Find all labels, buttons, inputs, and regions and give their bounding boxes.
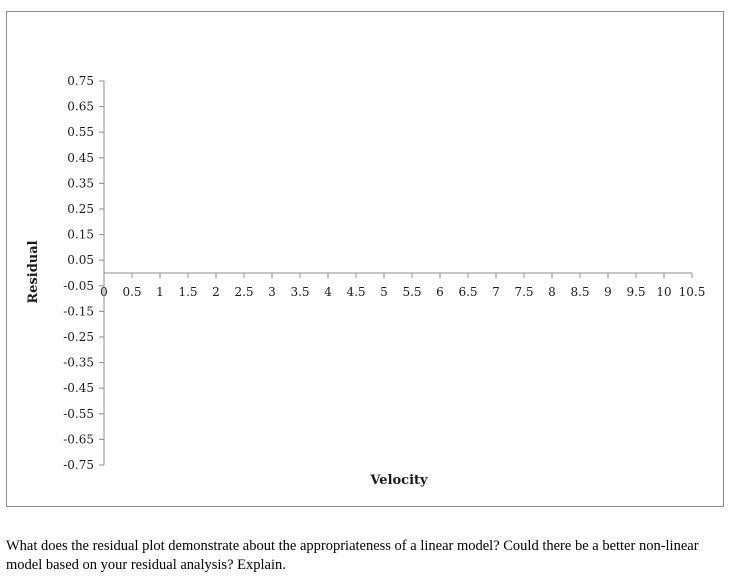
y-tick-label: 0.75 [67,74,94,88]
y-tick-label: 0.15 [67,228,94,242]
x-axis-title: Velocity [369,473,428,488]
x-tick-label: 4.5 [346,285,365,299]
y-axis-title: Residual [26,240,41,303]
x-tick-label: 3 [268,285,276,299]
y-tick-label: -0.45 [63,381,94,395]
x-tick-label: 4 [324,285,332,299]
x-tick-label: 10 [656,285,671,299]
y-tick-label: -0.15 [63,304,94,318]
x-tick-label: 1 [156,285,164,299]
x-tick-label: 1.5 [178,285,197,299]
x-tick-label: 0.5 [122,285,141,299]
x-tick-label: 9 [604,285,612,299]
y-tick-label: 0.65 [67,100,94,114]
question-text: What does the residual plot demonstrate … [6,538,699,573]
x-tick-label: 7 [492,285,500,299]
y-tick-label: -0.05 [63,279,94,293]
y-tick-label: -0.75 [63,458,94,472]
y-tick-label: -0.65 [63,432,94,446]
x-tick-label: 9.5 [626,285,645,299]
x-tick-label: 6.5 [458,285,477,299]
y-axis: 0.75 0.65 0.55 0.45 0.35 0.25 0.15 0.05 -0.05 -0.… [63,74,105,472]
x-tick-label: 3.5 [290,285,309,299]
x-tick-label: 5.5 [402,285,421,299]
x-tick-label: 0 [100,285,108,299]
y-tick-label: -0.25 [63,330,94,344]
chart-frame: 0.75 0.65 0.55 0.45 0.35 0.25 0.15 0.05 -0.05 -0.… [6,11,724,507]
x-tick-label: 10.5 [679,285,706,299]
residual-plot: 0.750.650.550.450.350.250.150.05-0.05-0.… [26,74,706,488]
x-tick-label: 6 [436,285,444,299]
y-tick-label: -0.35 [63,356,94,370]
y-tick-label: 0.45 [67,151,94,165]
y-tick-label: 0.35 [67,176,94,190]
x-tick-label: 7.5 [514,285,533,299]
y-tick-label: 0.25 [67,202,94,216]
y-tick-label: 0.55 [67,125,94,139]
x-tick-label: 2.5 [234,285,253,299]
x-tick-label: 8 [548,285,556,299]
x-axis: 0 0.5 1 1.5 2 2.5 3 3.5 4 4.5 5 5.5 6 6.5 7 7.5 8 8.5 9 9.5… [100,272,706,299]
x-tick-label: 8.5 [570,285,589,299]
y-tick-label: -0.55 [63,407,94,421]
x-tick-label: 2 [212,285,220,299]
x-tick-label: 5 [380,285,388,299]
y-tick-label: 0.05 [67,253,94,267]
